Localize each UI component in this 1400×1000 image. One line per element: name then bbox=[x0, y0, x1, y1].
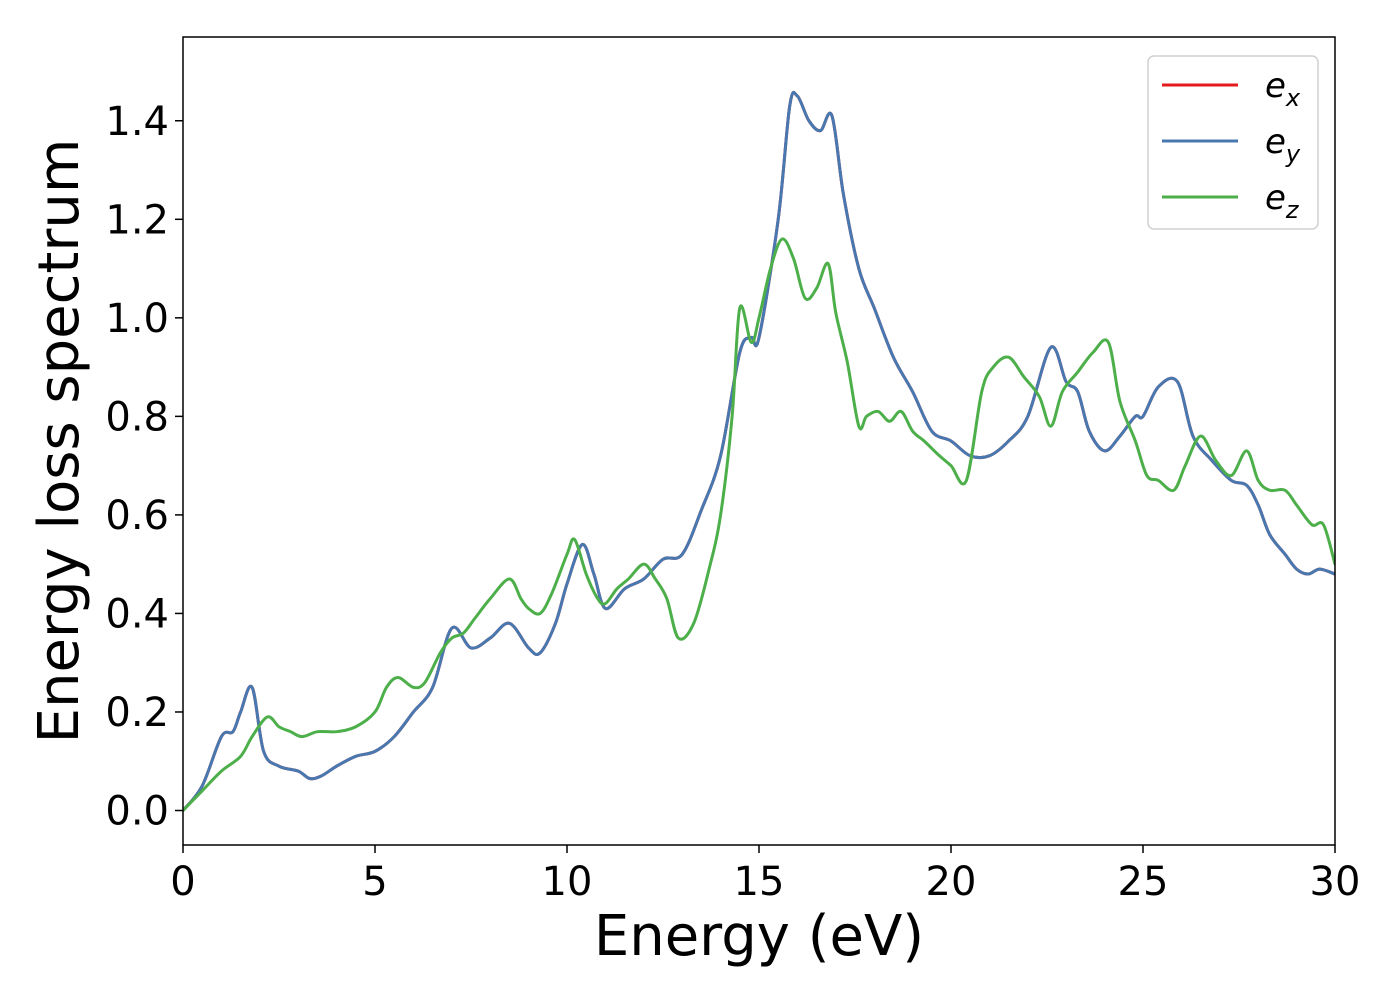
y-axis-ticks: 0.0 0.2 0.4 0.6 0.8 1.0 1.2 1.4 bbox=[105, 99, 183, 835]
y-tick-label: 1.4 bbox=[105, 99, 169, 145]
x-tick-label: 15 bbox=[734, 859, 785, 905]
y-tick-label: 0.8 bbox=[105, 394, 169, 440]
y-tick-label: 0.0 bbox=[105, 789, 169, 835]
x-axis-ticks: 0 5 10 15 20 25 30 bbox=[170, 845, 1360, 905]
y-axis-label: Energy loss spectrum bbox=[27, 139, 92, 744]
x-tick-label: 30 bbox=[1310, 859, 1361, 905]
series-layer bbox=[183, 90, 1335, 813]
x-tick-label: 0 bbox=[170, 859, 195, 905]
y-tick-label: 0.4 bbox=[105, 591, 169, 637]
y-tick-label: 1.0 bbox=[105, 296, 169, 342]
y-tick-label: 0.6 bbox=[105, 493, 169, 539]
y-tick-label: 0.2 bbox=[105, 690, 169, 736]
x-tick-label: 20 bbox=[926, 859, 977, 905]
x-tick-label: 25 bbox=[1118, 859, 1169, 905]
series-line-ez bbox=[183, 237, 1335, 813]
y-tick-label: 1.2 bbox=[105, 197, 169, 243]
x-tick-label: 10 bbox=[542, 859, 593, 905]
series-line-ey bbox=[183, 90, 1335, 813]
x-axis-label: Energy (eV) bbox=[594, 904, 924, 969]
x-tick-label: 5 bbox=[362, 859, 387, 905]
